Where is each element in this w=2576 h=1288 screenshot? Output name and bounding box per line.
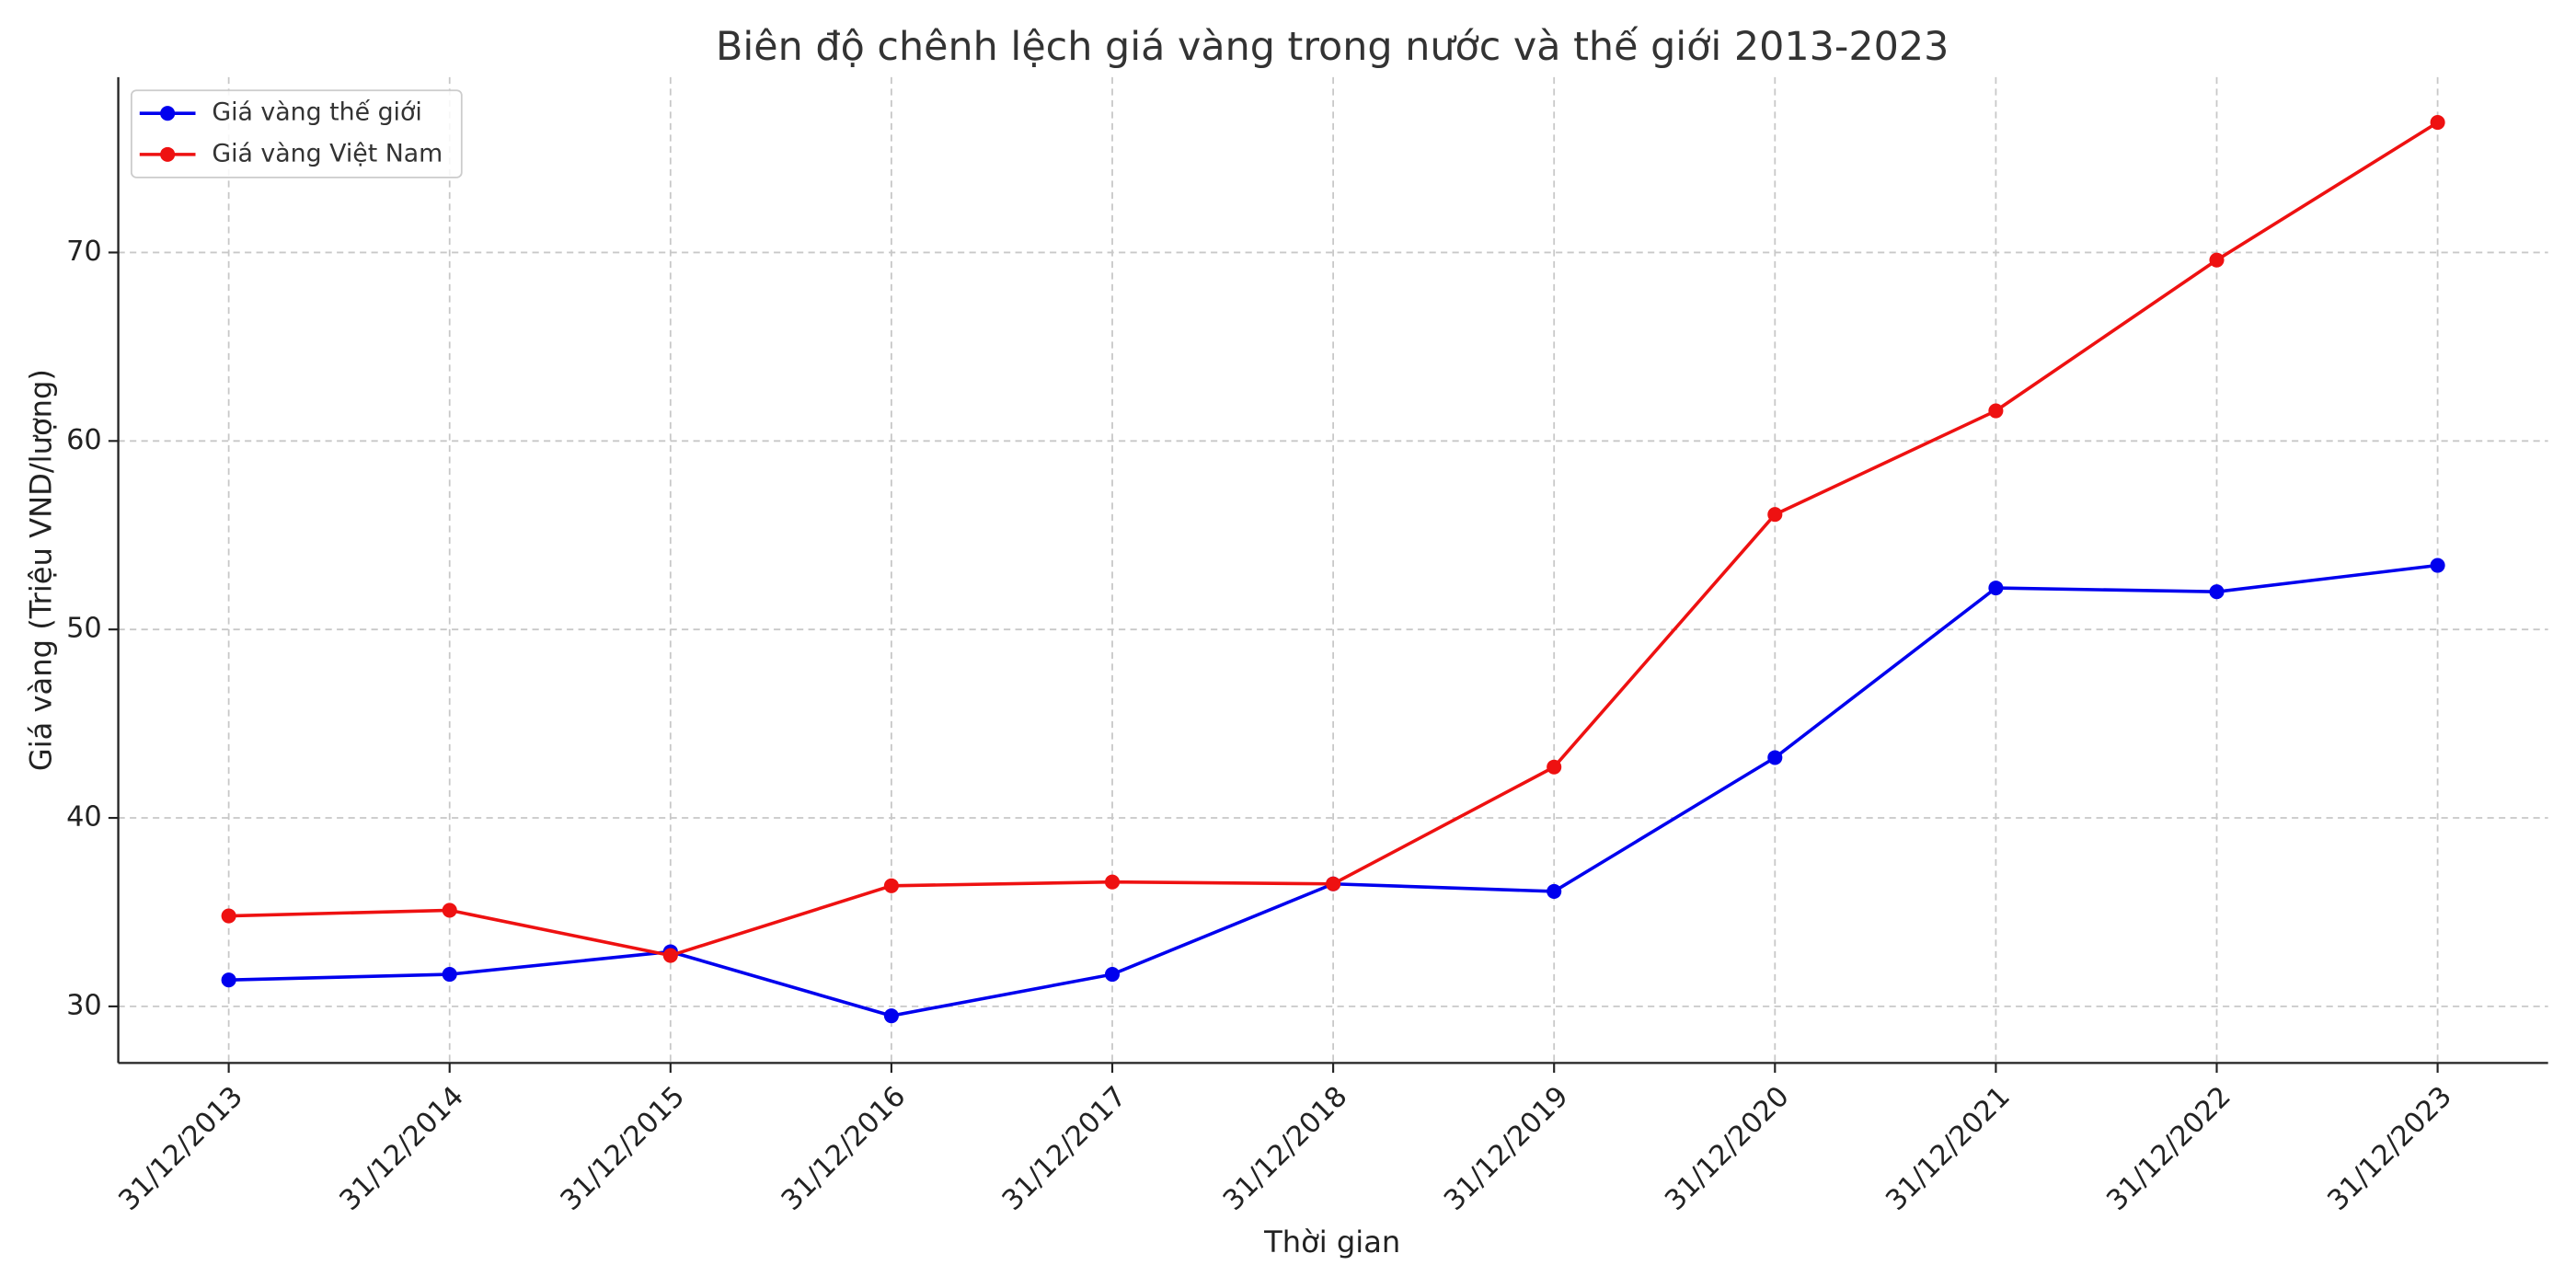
data-point	[662, 948, 678, 963]
data-point	[1547, 759, 1562, 775]
data-point	[2430, 115, 2445, 131]
x-tick-label: 31/12/2023	[2322, 1080, 2458, 1216]
data-point	[2209, 252, 2225, 268]
x-axis-label: Thời gian	[1263, 1225, 1400, 1259]
data-point	[221, 908, 236, 924]
data-point	[1326, 876, 1341, 891]
data-point	[221, 972, 236, 988]
x-tick-label: 31/12/2015	[555, 1080, 691, 1216]
data-point	[883, 1008, 899, 1024]
data-point	[883, 878, 899, 893]
data-point	[1104, 874, 1121, 890]
legend: Giá vàng thế giới Giá vàng Việt Nam	[130, 89, 463, 178]
legend-label: Giá vàng thế giới	[212, 98, 421, 127]
data-point	[1767, 507, 1783, 523]
x-tick-label: 31/12/2014	[334, 1080, 470, 1216]
y-tick-label: 40	[66, 801, 102, 834]
data-point	[442, 903, 457, 918]
x-tick-label: 31/12/2017	[996, 1080, 1133, 1216]
x-tick-label: 31/12/2020	[1659, 1080, 1795, 1216]
x-tick-label: 31/12/2018	[1217, 1080, 1353, 1216]
y-tick-label: 50	[66, 613, 102, 645]
data-point	[1547, 883, 1562, 899]
x-tick-label: 31/12/2016	[776, 1080, 912, 1216]
data-point	[1988, 581, 2004, 596]
legend-marker	[160, 106, 176, 121]
data-point	[2209, 584, 2225, 600]
x-tick-label: 31/12/2021	[1880, 1080, 2016, 1216]
data-point	[1767, 750, 1783, 765]
data-point	[442, 967, 457, 983]
data-point	[1104, 967, 1121, 983]
legend-box	[130, 89, 463, 178]
x-tick-label: 31/12/2019	[1438, 1080, 1574, 1216]
legend-marker	[160, 146, 176, 162]
x-tick-label: 31/12/2013	[113, 1080, 249, 1216]
data-point	[1988, 403, 2004, 419]
y-tick-label: 70	[66, 236, 102, 268]
y-tick-label: 60	[66, 424, 102, 456]
x-tick-label: 31/12/2022	[2100, 1080, 2237, 1216]
y-axis-label: Giá vàng (Triệu VND/lượng)	[23, 369, 58, 771]
legend-label: Giá vàng Việt Nam	[212, 139, 443, 167]
y-tick-label: 30	[66, 989, 102, 1021]
chart-title: Biên độ chênh lệch giá vàng trong nước v…	[716, 24, 1949, 70]
data-point	[2430, 558, 2445, 573]
